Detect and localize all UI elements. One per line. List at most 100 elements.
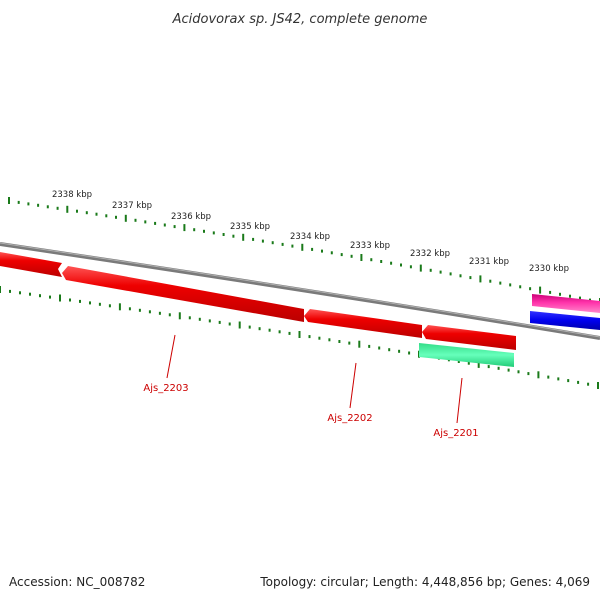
minor-tick <box>188 316 191 320</box>
minor-tick <box>449 272 452 276</box>
minor-tick <box>519 285 522 289</box>
minor-tick <box>509 283 512 287</box>
minor-tick <box>281 242 284 246</box>
minor-tick <box>98 302 101 306</box>
minor-tick <box>547 375 550 379</box>
map-title: Acidovorax sp. JS42, complete genome <box>172 12 428 27</box>
minor-tick <box>208 319 211 323</box>
minor-tick <box>328 338 331 342</box>
major-tick <box>539 286 542 294</box>
minor-tick <box>138 308 141 312</box>
genome-backbone <box>0 242 600 340</box>
gene-arrow-ajs-2202[interactable] <box>304 309 422 338</box>
minor-tick <box>350 254 353 258</box>
major-tick <box>479 275 482 283</box>
minor-tick <box>163 223 166 227</box>
major-tick <box>358 340 361 348</box>
major-tick <box>8 197 10 204</box>
minor-tick <box>370 258 373 262</box>
minor-tick <box>499 281 502 285</box>
feature-green[interactable] <box>419 343 514 367</box>
minor-tick <box>330 251 333 255</box>
label-leader-ajs-2201 <box>456 377 463 424</box>
minor-tick <box>158 311 161 315</box>
minor-tick <box>228 322 231 326</box>
major-tick <box>59 294 61 302</box>
scale-label: 2331 kbp <box>469 257 509 267</box>
scale-label: 2338 kbp <box>52 190 92 200</box>
minor-tick <box>457 360 460 363</box>
minor-tick <box>577 380 580 384</box>
major-tick <box>537 371 540 379</box>
minor-tick <box>46 205 49 209</box>
minor-tick <box>56 206 59 210</box>
feature-magenta[interactable] <box>532 294 600 313</box>
accession-text: Accession: NC_008782 <box>9 575 145 589</box>
scale-label: 2332 kbp <box>410 249 450 259</box>
major-tick <box>597 382 599 389</box>
minor-tick <box>529 287 532 291</box>
gene-arrow-left-edge[interactable] <box>0 252 62 277</box>
minor-tick <box>248 325 251 329</box>
label-leader-ajs-2203 <box>166 334 176 379</box>
minor-tick <box>154 221 157 225</box>
minor-tick <box>37 203 40 207</box>
minor-tick <box>559 292 561 296</box>
scale-labels: 2338 kbp 2337 kbp 2336 kbp 2335 kbp 2334… <box>52 190 569 274</box>
inner-scale-ticks <box>0 286 599 389</box>
gene-label-ajs-2203[interactable]: Ajs_2203 <box>143 383 188 394</box>
minor-tick <box>338 340 341 343</box>
minor-tick <box>9 289 11 293</box>
minor-tick <box>400 263 402 267</box>
scale-label: 2336 kbp <box>171 212 211 222</box>
label-leader-ajs-2202 <box>349 362 357 409</box>
minor-tick <box>134 218 137 222</box>
major-tick <box>124 214 127 222</box>
minor-tick <box>168 313 171 317</box>
minor-tick <box>348 341 351 345</box>
minor-tick <box>291 244 294 248</box>
minor-tick <box>288 331 291 335</box>
minor-tick <box>218 320 221 324</box>
gene-label-ajs-2201[interactable]: Ajs_2201 <box>433 428 478 439</box>
outer-scale-ticks <box>8 197 600 305</box>
minor-tick <box>39 294 41 298</box>
major-tick <box>178 312 181 320</box>
minor-tick <box>128 307 131 311</box>
minor-tick <box>527 372 530 376</box>
gene-arrow-ajs-2201[interactable] <box>422 325 516 350</box>
minor-tick <box>232 234 235 238</box>
gene-arrow-ajs-2203[interactable] <box>62 266 304 322</box>
minor-tick <box>115 215 117 219</box>
genome-backbone-highlight <box>0 242 600 338</box>
minor-tick <box>318 336 321 340</box>
minor-tick <box>27 202 30 206</box>
minor-tick <box>85 211 88 215</box>
minor-tick <box>76 209 78 213</box>
major-tick <box>183 224 186 232</box>
scale-label: 2335 kbp <box>230 222 270 232</box>
scale-label: 2337 kbp <box>112 201 152 211</box>
scale-label: 2333 kbp <box>350 241 390 251</box>
minor-tick <box>459 274 462 278</box>
minor-tick <box>497 366 500 370</box>
minor-tick <box>311 247 314 251</box>
minor-tick <box>487 365 490 369</box>
minor-tick <box>203 229 205 233</box>
minor-tick <box>105 214 108 218</box>
minor-tick <box>108 304 111 308</box>
minor-tick <box>557 377 560 381</box>
minor-tick <box>517 370 520 374</box>
major-tick <box>419 264 422 272</box>
major-tick <box>238 321 241 329</box>
minor-tick <box>340 253 343 257</box>
minor-tick <box>378 346 381 350</box>
minor-tick <box>439 270 442 274</box>
minor-tick <box>144 220 147 224</box>
gene-label-ajs-2202[interactable]: Ajs_2202 <box>327 413 372 424</box>
minor-tick <box>368 344 371 348</box>
feature-blue[interactable] <box>530 311 600 330</box>
minor-tick <box>268 328 271 332</box>
minor-tick <box>467 361 470 365</box>
major-tick <box>66 205 69 213</box>
